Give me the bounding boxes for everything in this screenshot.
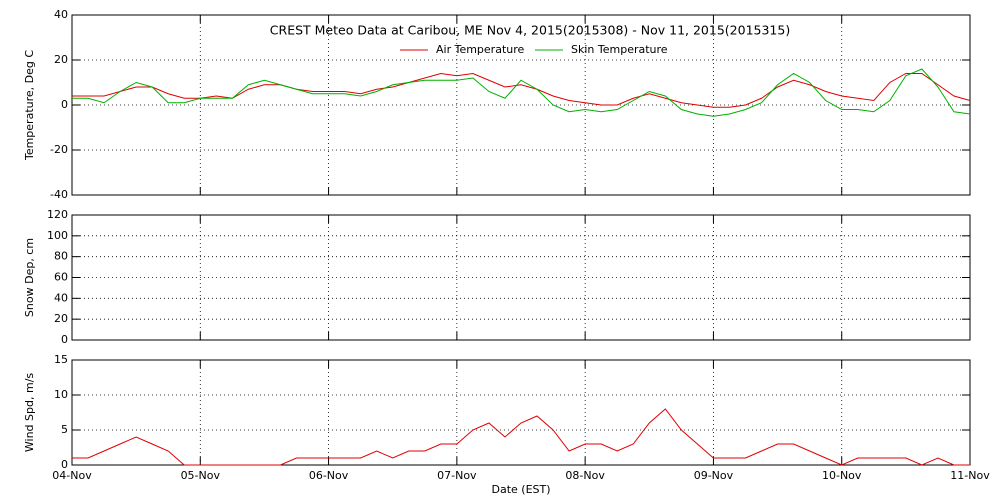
- y-tick-label: 40: [54, 291, 68, 304]
- y-tick-label: 0: [61, 333, 68, 346]
- legend-label: Skin Temperature: [571, 43, 668, 56]
- y-tick-label: 40: [54, 8, 68, 21]
- x-tick-label: 10-Nov: [822, 469, 862, 482]
- y-tick-label: 20: [54, 53, 68, 66]
- y-tick-label: 60: [54, 271, 68, 284]
- y-axis-title: Wind Spd, m/s: [23, 373, 36, 453]
- y-tick-label: 5: [61, 423, 68, 436]
- y-axis-title: Temperature, Deg C: [23, 50, 36, 161]
- y-tick-label: 20: [54, 312, 68, 325]
- x-tick-label: 04-Nov: [52, 469, 92, 482]
- plot-frame: [71, 359, 971, 466]
- data-line: [72, 408, 970, 466]
- y-tick-label: 15: [54, 353, 68, 366]
- legend-label: Air Temperature: [436, 43, 525, 56]
- y-tick-label: 0: [61, 458, 68, 471]
- y-axis-title: Snow Dep, cm: [23, 238, 36, 317]
- data-line: [72, 72, 971, 108]
- y-tick-label: 0: [61, 98, 68, 111]
- x-tick-label: 09-Nov: [694, 469, 734, 482]
- x-tick-label: 08-Nov: [565, 469, 605, 482]
- chart-title: CREST Meteo Data at Caribou, ME Nov 4, 2…: [270, 23, 790, 38]
- y-tick-label: 100: [47, 229, 68, 242]
- x-tick-label: 06-Nov: [309, 469, 349, 482]
- y-tick-label: 10: [54, 388, 68, 401]
- x-axis-title: Date (EST): [491, 483, 550, 496]
- y-tick-label: 120: [47, 208, 68, 221]
- x-tick-label: 05-Nov: [181, 469, 221, 482]
- y-tick-label: -40: [50, 188, 68, 201]
- y-tick-label: -20: [50, 143, 68, 156]
- data-line: [72, 68, 971, 117]
- x-tick-label: 11-Nov: [950, 469, 990, 482]
- x-tick-label: 07-Nov: [437, 469, 477, 482]
- y-tick-label: 80: [54, 250, 68, 263]
